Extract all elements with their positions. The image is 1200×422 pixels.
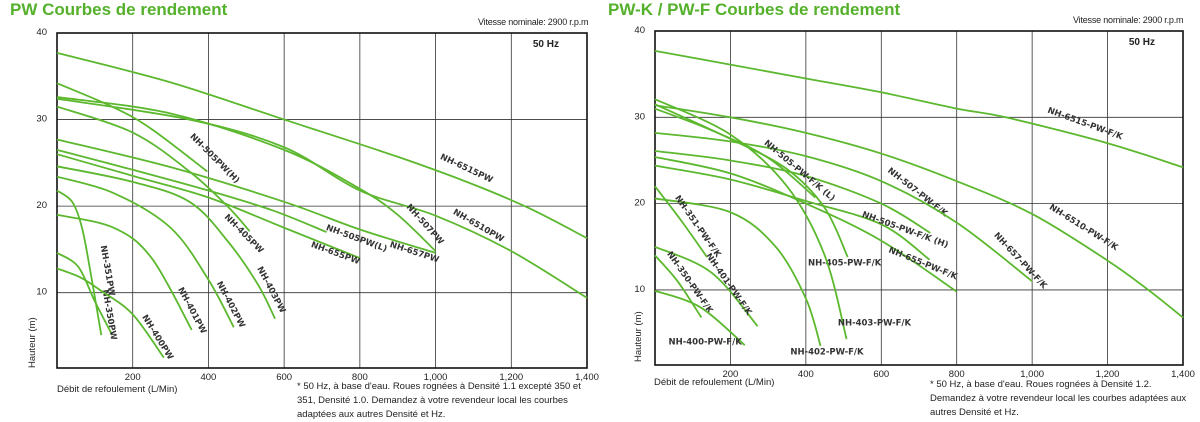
series-label: NH-505PW(H) [188,132,242,186]
series-label: NH-400PW [139,313,175,362]
x-tick-label: 1,400 [1171,369,1195,380]
y-tick-label: 30 [36,114,47,125]
series-label: NH-657PW [388,240,440,265]
x-tick-label: 200 [722,369,738,380]
series-label: NH-657-PW-F/K [991,231,1049,292]
x-tick-label: 1,400 [575,372,599,383]
curve-nh-405pw [56,105,251,232]
curve-nh-657pw [56,138,436,254]
nominal-speed-pw: Vitesse nominale: 2900 r.p.m [478,17,589,27]
series-label: NH-403-PW-F/K [838,318,912,328]
series-label: NH-400-PW-F/K [669,337,743,347]
chart-title-pwkf: PW-K / PW-F Courbes de rendement [608,0,901,19]
x-tick-label: 400 [798,369,814,380]
y-tick-label: 40 [36,27,47,38]
curve-nh-505-pw-f-k-h- [654,164,931,261]
curve-nh-657-pw-f-k [654,131,1033,282]
curve-nh-6510-pw-f-k [654,104,1184,319]
curve-nh-505pw-l- [56,148,327,233]
x-tick-label: 400 [200,372,216,383]
curve-nh-402-pw-f-k [654,197,822,347]
curve-nh-402pw [56,175,235,328]
curve-nh-405-pw-f-k [654,103,849,258]
plot-frame [56,32,588,369]
curve-nh-655pw [56,153,361,259]
x-axis-label-pw: Débit de refoulement (L/Min) [57,384,178,395]
pw-performance-chart: 200 400 600 800 1,000 1,200 1,400 10 20 30 40 50 Hz… [36,27,599,383]
plot-frame [654,30,1184,366]
frequency-label: 50 Hz [533,39,559,50]
x-tick-label: 1,200 [499,372,523,383]
curve-nh-507pw [56,96,437,252]
x-tick-label: 200 [125,372,141,383]
series-label: NH-655PW [309,240,361,267]
curve-nh-403pw [56,165,276,320]
curve-nh-350-pw-f-k [654,254,703,319]
y-tick-label: 30 [634,111,645,122]
y-tick-label: 40 [634,25,645,36]
series-label: NH-405-PW-F/K [808,259,882,269]
x-tick-label: 600 [276,372,292,383]
x-tick-label: 1,000 [1020,369,1044,380]
y-tick-label: 20 [634,198,645,209]
footnote-pwkf: * 50 Hz, à base d'eau. Roues rognées à D… [930,379,1187,418]
curve-nh-505pw-h- [56,82,208,173]
nominal-speed-pwkf: Vitesse nominale: 2900 r.p.m [1073,15,1184,25]
curve-nh-507-pw-f-k [654,150,931,234]
x-tick-label: 1,200 [1096,369,1120,380]
curve-nh-403-pw-f-k [654,98,848,340]
footnote-pw: * 50 Hz, à base d'eau. Roues rognées à D… [297,381,581,420]
series-label: NH-405PW [222,213,266,257]
curve-nh-351-pw-f-k [654,185,708,258]
chart-title-pw: PW Courbes de rendement [10,0,228,19]
y-axis-label-pw: Hauteur (m) [27,317,38,368]
curve-nh-401pw [56,213,193,331]
x-tick-label: 1,000 [424,372,448,383]
frequency-label: 50 Hz [1129,37,1155,48]
series-label: NH-402-PW-F/K [790,348,864,358]
y-tick-label: 10 [634,284,645,295]
curve-nh-350pw [56,252,114,336]
curve-nh-6515-pw-f-k [654,49,1184,169]
y-axis-label-pwkf: Hauteur (m) [633,311,644,362]
x-tick-label: 600 [873,369,889,380]
series-label: NH-6515PW [438,152,494,185]
pwkf-performance-chart: 200 400 600 800 1,000 1,200 1,400 10 20 30 40 50 Hz… [634,25,1195,380]
series-label: NH-655-PW-F/K [887,246,959,283]
curve-nh-400-pw-f-k [654,289,746,346]
curve-nh-351pw [56,189,103,336]
x-tick-label: 800 [352,372,368,383]
y-tick-label: 20 [36,200,47,211]
curve-nh-6515pw [56,52,588,239]
curve-nh-655-pw-f-k [654,156,958,293]
x-axis-label-pwkf: Débit de refoulement (L/Min) [654,377,775,388]
curve-nh-6510pw [56,97,588,299]
x-tick-label: 800 [949,369,965,380]
curve-nh-400pw [56,267,165,359]
curve-nh-401-pw-f-k [654,245,759,327]
y-tick-label: 10 [36,287,47,298]
